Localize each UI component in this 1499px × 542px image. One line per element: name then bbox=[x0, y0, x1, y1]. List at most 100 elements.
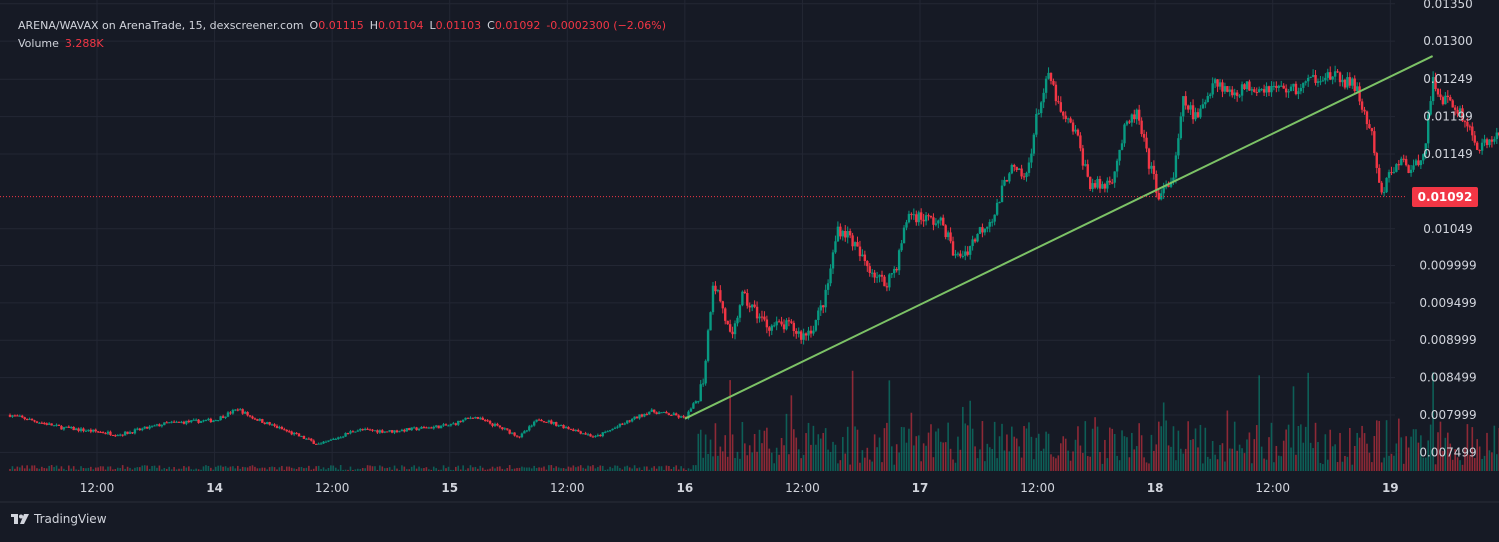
candle bbox=[229, 412, 232, 414]
volume-bar bbox=[1020, 457, 1023, 471]
volume-bar bbox=[695, 465, 697, 471]
candle bbox=[635, 416, 639, 419]
candle bbox=[670, 415, 673, 417]
volume-bar bbox=[592, 465, 594, 471]
candle bbox=[356, 430, 360, 432]
symbol-title[interactable]: ARENA/WAVAX on ArenaTrade, 15, dexscreen… bbox=[18, 19, 304, 32]
trendline[interactable] bbox=[684, 55, 1434, 420]
candle bbox=[775, 321, 778, 326]
candle bbox=[1123, 124, 1126, 144]
volume-bar bbox=[1483, 455, 1486, 471]
volume-bar bbox=[200, 469, 202, 471]
candle bbox=[270, 424, 274, 426]
volume-bar bbox=[330, 465, 332, 471]
volume-bar bbox=[454, 466, 457, 471]
volume-bar bbox=[1214, 454, 1216, 471]
candle bbox=[1488, 139, 1491, 146]
volume-bar bbox=[474, 466, 477, 471]
volume-bar bbox=[403, 466, 406, 471]
candle bbox=[1333, 71, 1337, 77]
candle bbox=[897, 250, 901, 271]
candle bbox=[510, 432, 514, 434]
volume-bar bbox=[802, 454, 805, 471]
volume-bar bbox=[1464, 447, 1466, 471]
x-axis[interactable]: 12:00 14 12:00 15 12:00 16 12:00 17 12:00 18 12:00… bbox=[80, 481, 1399, 495]
candle bbox=[814, 320, 818, 331]
volume-bar bbox=[484, 469, 486, 471]
y-tick-label: 0.007499 bbox=[1419, 445, 1476, 459]
volume-bar bbox=[927, 432, 930, 471]
tradingview-brand[interactable]: TradingView bbox=[10, 512, 107, 526]
candle bbox=[716, 290, 720, 292]
volume-bar bbox=[494, 468, 496, 471]
candle bbox=[819, 305, 822, 311]
volume-label[interactable]: Volume bbox=[18, 37, 59, 50]
volume-bar bbox=[153, 465, 156, 471]
candle bbox=[395, 430, 399, 433]
candle bbox=[608, 430, 612, 432]
candle bbox=[1206, 96, 1209, 103]
volume-bar bbox=[469, 465, 472, 471]
y-axis[interactable]: 0.01350 0.01300 0.01249 0.01199 0.01149 0.010… bbox=[1419, 0, 1476, 459]
volume-bar bbox=[1375, 420, 1378, 471]
volume-bar bbox=[685, 469, 687, 471]
volume-bar bbox=[263, 467, 266, 471]
grid bbox=[0, 0, 1499, 503]
volume-bar bbox=[758, 429, 761, 471]
candle bbox=[770, 325, 773, 331]
candle bbox=[501, 427, 504, 430]
volume-bar bbox=[1206, 456, 1209, 471]
candle bbox=[141, 428, 144, 431]
volume-bar bbox=[878, 437, 881, 471]
candle bbox=[672, 413, 675, 416]
volume-bar bbox=[584, 468, 587, 471]
x-tick-label: 12:00 bbox=[80, 481, 115, 495]
candle bbox=[1444, 95, 1447, 105]
volume-bar bbox=[1116, 455, 1118, 471]
volume-bar bbox=[1451, 459, 1454, 471]
volume-bar bbox=[560, 468, 562, 471]
volume-bar bbox=[734, 458, 736, 471]
volume-bar bbox=[63, 468, 65, 471]
volume-bar bbox=[793, 429, 795, 471]
volume-bar bbox=[704, 434, 707, 471]
candle bbox=[532, 421, 536, 426]
candle bbox=[337, 437, 340, 439]
candle bbox=[1145, 137, 1148, 149]
volume-bar bbox=[1437, 432, 1439, 471]
volume-bar bbox=[1064, 438, 1067, 471]
volume-bar bbox=[183, 466, 185, 471]
candle bbox=[1453, 107, 1457, 110]
candle bbox=[417, 428, 421, 431]
candle bbox=[1456, 109, 1459, 114]
candle bbox=[466, 417, 470, 419]
volume-bar bbox=[1055, 458, 1057, 471]
candle bbox=[836, 226, 840, 242]
volume-bar bbox=[332, 465, 335, 471]
candle bbox=[13, 415, 17, 417]
volume-bar bbox=[1322, 464, 1324, 471]
candle bbox=[177, 421, 181, 423]
candle bbox=[224, 416, 227, 418]
volume-bar bbox=[1052, 456, 1055, 471]
volume-bar bbox=[447, 466, 450, 471]
candle bbox=[875, 276, 879, 278]
volume-bar bbox=[1488, 450, 1491, 471]
candle bbox=[199, 421, 203, 423]
volume-bar bbox=[501, 468, 504, 471]
candle bbox=[172, 421, 176, 423]
candle bbox=[748, 305, 751, 308]
volume-bar bbox=[1442, 450, 1444, 471]
volume-bar bbox=[871, 461, 873, 471]
candle bbox=[721, 301, 724, 309]
candle bbox=[236, 409, 239, 411]
candle bbox=[437, 425, 440, 429]
volume-bar bbox=[712, 456, 714, 471]
candle bbox=[204, 419, 208, 421]
volume-bar bbox=[1069, 460, 1072, 471]
volume-bar bbox=[888, 380, 891, 471]
volume-bar bbox=[94, 467, 97, 471]
volume-bar bbox=[1366, 443, 1368, 471]
